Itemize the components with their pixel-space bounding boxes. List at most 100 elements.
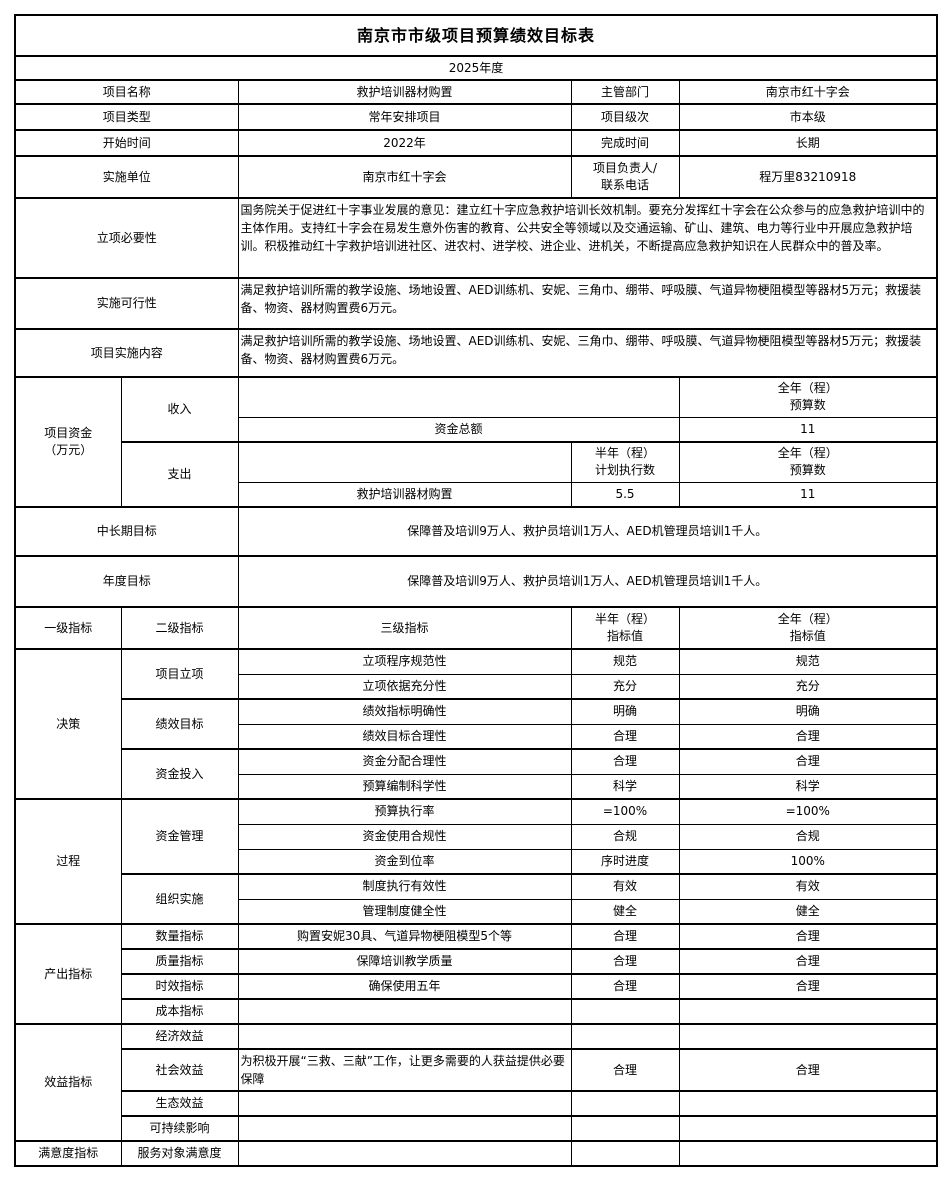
l2-cell: 成本指标 (120, 998, 239, 1025)
indicator-row: 立项依据充分性 充分 充分 (15, 673, 938, 700)
midterm-goal-row: 中长期目标 保障普及培训9万人、救护员培训1万人、AED机管理员培训1千人。 (14, 506, 938, 557)
funds-total-label: 资金总额 (237, 416, 680, 443)
income-annual-budget-header: 全年（程） 预算数 (678, 376, 938, 418)
info-row-unit: 实施单位 南京市红十字会 项目负责人/ 联系电话 程万里83210918 (14, 155, 938, 199)
full-value-cell: 合理 (678, 973, 938, 1000)
title-row: 南京市市级项目预算绩效目标表 (14, 14, 938, 57)
expense-annual-budget-header: 全年（程） 预算数 (678, 441, 938, 483)
half-value-cell: 合理 (570, 973, 680, 1000)
indicator-row: 满意度指标 服务对象满意度 (14, 1140, 938, 1167)
funds-total-value: 11 (678, 416, 938, 443)
feasibility-label: 实施可行性 (14, 277, 239, 330)
full-value-cell: 科学 (678, 773, 938, 800)
header-half-value: 半年（程） 指标值 (570, 606, 680, 650)
funds-income-header-row: 项目资金 （万元） 收入 全年（程） 预算数 (14, 376, 938, 508)
funds-label: 项目资金 （万元） (14, 376, 122, 508)
half-value-cell: 合理 (570, 923, 680, 950)
manager-value: 程万里83210918 (678, 155, 938, 199)
indicator-row: 组织实施 制度执行有效性 有效 有效 (15, 873, 938, 925)
half-value-cell: 规范 (570, 648, 680, 675)
project-type-label: 项目类型 (14, 103, 239, 131)
indicator-row: 质量指标 保障培训教学质量 合理 合理 (15, 948, 938, 975)
manager-label: 项目负责人/ 联系电话 (570, 155, 680, 199)
indicator-row: 成本指标 (15, 998, 938, 1025)
l2-cell: 质量指标 (120, 948, 239, 975)
l1-cell: 满意度指标 (14, 1140, 122, 1167)
annual-goal-row: 年度目标 保障普及培训9万人、救护员培训1万人、AED机管理员培训1千人。 (14, 555, 938, 608)
page-title: 南京市市级项目预算绩效目标表 (14, 14, 938, 57)
l2-cell: 组织实施 (120, 873, 239, 925)
l2-cell: 绩效目标 (120, 698, 239, 750)
full-value-cell: 合理 (678, 748, 938, 775)
header-level3: 三级指标 (237, 606, 572, 650)
project-level-value: 市本级 (678, 103, 938, 131)
impl-content-text: 满足救护培训所需的教学设施、场地设置、AED训练机、安妮、三角巾、绷带、呼吸膜、… (237, 328, 938, 378)
header-level1: 一级指标 (14, 606, 122, 650)
info-row-time: 开始时间 2022年 完成时间 长期 (14, 129, 938, 157)
half-value-cell (570, 1140, 680, 1167)
l3-cell: 绩效指标明确性 (237, 698, 572, 725)
half-value-cell: 合理 (570, 748, 680, 775)
half-value-cell (570, 998, 680, 1025)
midterm-goal-text: 保障普及培训9万人、救护员培训1万人、AED机管理员培训1千人。 (237, 506, 938, 557)
full-value-cell: 健全 (678, 898, 938, 925)
half-value-cell (570, 1023, 680, 1050)
indicator-row: 绩效目标合理性 合理 合理 (15, 723, 938, 750)
indicator-row: 可持续影响 (15, 1115, 938, 1142)
full-value-cell (678, 998, 938, 1025)
full-value-cell: 合理 (678, 923, 938, 950)
necessity-row: 立项必要性 国务院关于促进红十字事业发展的意见：建立红十字应急救护培训长效机制。… (14, 197, 938, 279)
budget-target-table: 南京市市级项目预算绩效目标表 2025年度 项目名称 救护培训器材购置 主管部门… (14, 14, 939, 1167)
expense-item-annual-value: 11 (678, 481, 938, 508)
l3-cell (237, 1023, 572, 1050)
l3-cell: 立项依据充分性 (237, 673, 572, 700)
annual-goal-label: 年度目标 (14, 555, 239, 608)
half-value-cell: 明确 (570, 698, 680, 725)
funds-total-row: 资金总额 11 (15, 416, 938, 443)
half-value-cell: 合理 (570, 723, 680, 750)
finish-time-label: 完成时间 (570, 129, 680, 157)
indicator-row: 管理制度健全性 健全 健全 (15, 898, 938, 925)
full-value-cell: 充分 (678, 673, 938, 700)
midterm-goal-label: 中长期目标 (14, 506, 239, 557)
indicator-row: 产出指标 数量指标 购置安妮30具、气道异物梗阻模型5个等 合理 合理 (14, 923, 938, 1025)
header-full-value: 全年（程） 指标值 (678, 606, 938, 650)
finish-time-value: 长期 (678, 129, 938, 157)
half-value-cell: 科学 (570, 773, 680, 800)
half-value-cell: 合理 (570, 948, 680, 975)
l3-cell (237, 998, 572, 1025)
dept-value: 南京市红十字会 (678, 79, 938, 105)
full-value-cell: 合理 (678, 1048, 938, 1092)
indicator-row: 绩效目标 绩效指标明确性 明确 明确 (15, 698, 938, 750)
full-value-cell: 明确 (678, 698, 938, 725)
l2-cell: 数量指标 (120, 923, 239, 950)
indicator-row: 过程 资金管理 预算执行率 =100% =100% (14, 798, 938, 925)
l2-cell: 可持续影响 (120, 1115, 239, 1142)
expense-blank-cell (237, 441, 572, 483)
l3-cell (237, 1140, 572, 1167)
l2-cell: 项目立项 (120, 648, 239, 700)
indicator-row: 决策 项目立项 立项程序规范性 规范 规范 (14, 648, 938, 800)
expense-item-half-value: 5.5 (570, 481, 680, 508)
impl-unit-value: 南京市红十字会 (237, 155, 572, 199)
dept-label: 主管部门 (570, 79, 680, 105)
feasibility-row: 实施可行性 满足救护培训所需的教学设施、场地设置、AED训练机、安妮、三角巾、绷… (14, 277, 938, 330)
half-value-cell: 有效 (570, 873, 680, 900)
l1-cell: 产出指标 (14, 923, 122, 1025)
half-value-cell: 序时进度 (570, 848, 680, 875)
project-level-label: 项目级次 (570, 103, 680, 131)
l2-cell: 资金投入 (120, 748, 239, 800)
l3-cell: 资金到位率 (237, 848, 572, 875)
full-value-cell: 有效 (678, 873, 938, 900)
indicator-header-row: 一级指标 二级指标 三级指标 半年（程） 指标值 全年（程） 指标值 (14, 606, 938, 650)
full-value-cell: 100% (678, 848, 938, 875)
half-value-cell: 充分 (570, 673, 680, 700)
full-value-cell (678, 1115, 938, 1142)
expense-item-label: 救护培训器材购置 (237, 481, 572, 508)
indicator-row: 预算编制科学性 科学 科学 (15, 773, 938, 800)
l3-cell: 保障培训教学质量 (237, 948, 572, 975)
half-value-cell: 合规 (570, 823, 680, 850)
l2-cell: 经济效益 (120, 1023, 239, 1050)
project-type-value: 常年安排项目 (237, 103, 572, 131)
l3-cell (237, 1090, 572, 1117)
